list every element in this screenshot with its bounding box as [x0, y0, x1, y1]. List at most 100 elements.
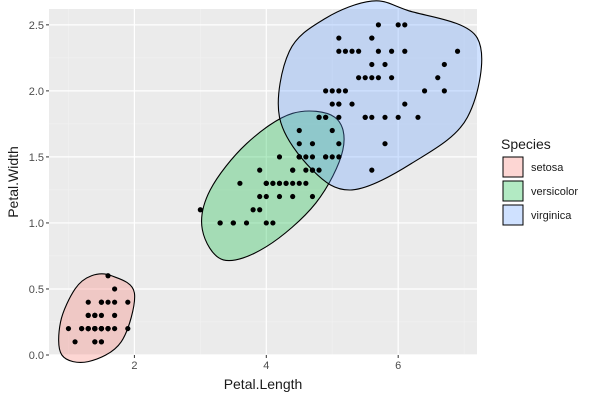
point-virginica — [421, 88, 428, 94]
y-tick-label: 0.5 — [29, 284, 44, 296]
point-versicolor — [309, 154, 316, 160]
point-setosa — [92, 312, 98, 318]
point-versicolor — [323, 154, 329, 160]
point-virginica — [342, 48, 349, 54]
points-layer — [65, 22, 461, 345]
point-virginica — [336, 154, 342, 160]
point-virginica — [375, 22, 382, 28]
legend-key-virginica — [502, 204, 524, 226]
legend-key-versicolor — [502, 180, 524, 202]
point-setosa — [92, 325, 98, 332]
point-virginica — [375, 75, 382, 81]
point-versicolor — [250, 207, 256, 213]
point-versicolor — [263, 193, 269, 200]
point-versicolor — [276, 154, 283, 160]
legend-key-bg — [502, 180, 524, 202]
legend-label-virginica: virginica — [531, 210, 572, 222]
point-versicolor — [303, 167, 309, 173]
point-virginica — [342, 88, 349, 94]
y-tick-label: 2.0 — [29, 86, 44, 98]
point-versicolor — [237, 180, 243, 186]
point-setosa — [125, 325, 131, 332]
x-tick-label: 6 — [395, 360, 401, 372]
point-setosa — [125, 299, 131, 305]
legend-label-versicolor: versicolor — [531, 186, 578, 198]
point-virginica — [336, 101, 342, 107]
point-versicolor — [276, 193, 283, 200]
point-versicolor — [296, 141, 302, 147]
point-versicolor — [303, 154, 309, 160]
point-virginica — [316, 114, 322, 120]
point-virginica — [441, 88, 447, 94]
point-virginica — [369, 114, 375, 120]
point-virginica — [388, 75, 395, 81]
point-virginica — [375, 48, 382, 54]
point-virginica — [402, 101, 408, 107]
point-versicolor — [336, 141, 342, 147]
point-virginica — [395, 114, 401, 120]
point-versicolor — [243, 220, 250, 226]
y-axis-ticks: 0.0 0.5 1.0 1.5 2.0 2.5 — [29, 20, 49, 362]
point-virginica — [349, 101, 355, 107]
point-virginica — [369, 75, 375, 81]
point-virginica — [402, 22, 408, 28]
ellipse-setosa — [58, 273, 136, 363]
ellipse-virginica — [277, 0, 483, 191]
point-virginica — [382, 61, 388, 68]
point-versicolor — [197, 207, 203, 213]
point-virginica — [356, 48, 362, 54]
point-setosa — [105, 273, 111, 279]
point-versicolor — [309, 141, 316, 147]
point-versicolor — [270, 220, 276, 226]
point-setosa — [112, 312, 118, 318]
point-versicolor — [309, 167, 316, 173]
point-virginica — [382, 114, 388, 120]
point-virginica — [362, 75, 368, 81]
point-versicolor — [270, 180, 276, 186]
y-tick-label: 0.0 — [29, 350, 44, 362]
point-setosa — [98, 312, 105, 318]
point-virginica — [369, 61, 375, 68]
point-setosa — [85, 325, 91, 332]
point-versicolor — [217, 220, 223, 226]
point-setosa — [65, 325, 72, 332]
point-virginica — [454, 48, 461, 54]
point-setosa — [85, 299, 91, 305]
point-versicolor — [290, 180, 296, 186]
legend-label-setosa: setosa — [531, 162, 564, 174]
point-versicolor — [257, 193, 263, 200]
point-versicolor — [329, 127, 335, 134]
point-virginica — [323, 88, 329, 94]
point-virginica — [362, 114, 368, 120]
legend-keys: setosa versicolor virginica — [502, 156, 578, 226]
point-virginica — [296, 127, 302, 134]
point-setosa — [98, 339, 105, 345]
x-tick-label: 4 — [263, 360, 269, 372]
point-versicolor — [316, 167, 322, 173]
point-setosa — [105, 325, 111, 332]
point-versicolor — [230, 220, 236, 226]
point-setosa — [112, 286, 118, 292]
point-setosa — [98, 325, 105, 332]
point-virginica — [336, 88, 342, 94]
point-virginica — [323, 114, 329, 120]
point-virginica — [395, 22, 401, 28]
point-setosa — [85, 312, 91, 318]
minor-gridlines — [49, 9, 477, 355]
x-tick-label: 2 — [131, 360, 137, 372]
point-virginica — [415, 114, 421, 120]
x-axis-title: Petal.Length — [224, 376, 303, 392]
legend-key-bg — [502, 204, 524, 226]
point-versicolor — [263, 180, 269, 186]
point-virginica — [329, 154, 335, 160]
point-versicolor — [263, 220, 269, 226]
point-virginica — [336, 114, 342, 120]
y-tick-label: 1.5 — [29, 152, 44, 164]
point-virginica — [336, 48, 342, 54]
point-versicolor — [257, 207, 263, 213]
point-virginica — [329, 101, 335, 107]
point-versicolor — [309, 193, 316, 200]
point-versicolor — [283, 180, 289, 186]
ellipses-layer — [58, 0, 483, 363]
